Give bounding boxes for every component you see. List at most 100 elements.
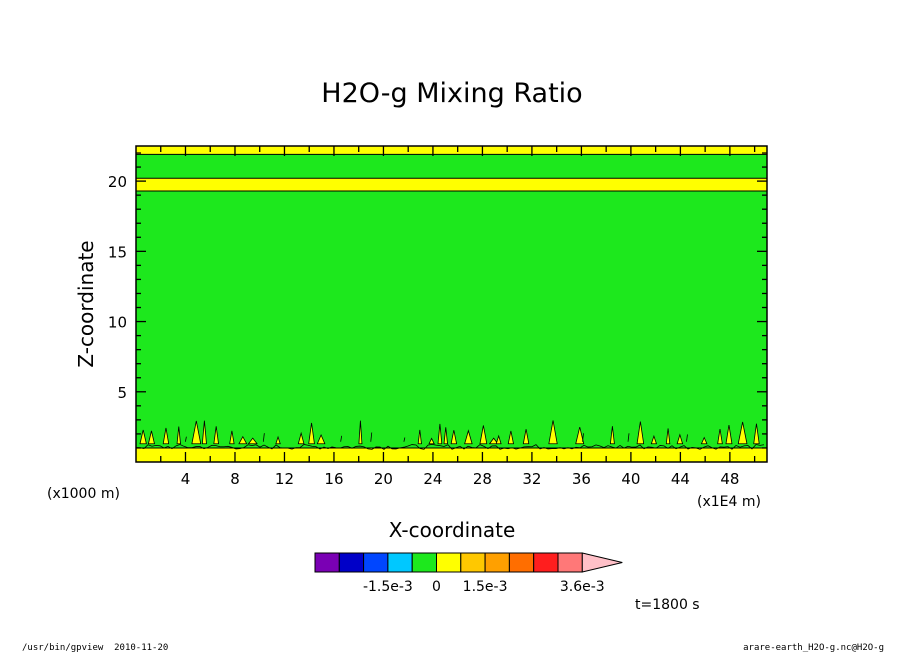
x-tick-label: 20 bbox=[374, 470, 393, 488]
contour-blob bbox=[238, 435, 248, 445]
contour-blob bbox=[247, 437, 258, 445]
colorbar-cell bbox=[314, 552, 340, 573]
y-tick-labels: 5 10 15 20 bbox=[108, 173, 127, 402]
contour-blob bbox=[428, 437, 435, 445]
contour-blob bbox=[479, 425, 488, 445]
near-surface-contours bbox=[135, 420, 765, 450]
x-tick-label: 40 bbox=[621, 470, 640, 488]
colorbar-labels: -1.5e-3 0 1.5e-3 3.6e-3 bbox=[363, 579, 605, 595]
contour-blob bbox=[717, 428, 723, 445]
contour-blob bbox=[417, 429, 422, 445]
contour-band bbox=[136, 447, 767, 462]
contour-blob bbox=[753, 423, 760, 445]
x-tick-label: 44 bbox=[671, 470, 690, 488]
x-tick-label: 32 bbox=[522, 470, 541, 488]
contour-blob bbox=[162, 427, 170, 445]
contour-blob bbox=[297, 431, 305, 445]
contour-blob bbox=[676, 433, 684, 445]
contour-blob bbox=[358, 420, 363, 445]
contour-blob bbox=[665, 428, 671, 445]
contour-blob bbox=[191, 420, 202, 445]
contour-blob bbox=[488, 437, 499, 445]
footer-left: /usr/bin/gpview 2010-11-20 bbox=[22, 643, 169, 653]
colorbar-cell bbox=[338, 552, 365, 573]
colorbar-cell bbox=[387, 552, 413, 573]
contour-fragment bbox=[340, 435, 343, 442]
contour-fragment bbox=[627, 433, 630, 442]
contour-blob bbox=[700, 436, 708, 445]
chart-title: H2O-g Mixing Ratio bbox=[321, 78, 582, 109]
contour-blob bbox=[316, 433, 326, 445]
contour-blob bbox=[737, 421, 748, 445]
contour-blob bbox=[495, 434, 502, 445]
y-tick-label: 5 bbox=[117, 384, 127, 402]
x-unit-right: (x1E4 m) bbox=[697, 494, 761, 510]
contour-blob bbox=[176, 426, 181, 445]
plot-frame bbox=[135, 145, 768, 463]
contour-blob bbox=[450, 430, 458, 445]
y-tick-label: 20 bbox=[108, 173, 127, 191]
contour-band bbox=[136, 178, 767, 191]
x-tick-label: 8 bbox=[230, 470, 240, 488]
contour-blob bbox=[229, 430, 235, 445]
colorbar-cell bbox=[533, 552, 559, 573]
contour-fragment bbox=[184, 436, 187, 442]
contour-blob bbox=[636, 421, 645, 445]
contour-blob bbox=[548, 420, 558, 445]
contour-blob bbox=[650, 434, 657, 445]
contour-blob bbox=[522, 429, 530, 445]
contour-fragment bbox=[262, 433, 265, 442]
colorbar-cell bbox=[436, 552, 462, 573]
colorbar-label: -1.5e-3 bbox=[363, 579, 413, 595]
x-tick-label: 28 bbox=[473, 470, 492, 488]
x-tick-labels: 4 8 12 16 20 24 28 32 36 40 44 48 bbox=[181, 470, 740, 488]
colorbar-label: 0 bbox=[432, 579, 441, 595]
contour-blob bbox=[139, 429, 147, 445]
colorbar-cell bbox=[411, 552, 438, 573]
contour-blob bbox=[725, 425, 733, 445]
plot-area bbox=[136, 146, 767, 462]
contour-band bbox=[136, 146, 767, 155]
colorbar-cell bbox=[508, 552, 535, 573]
contour-band bbox=[136, 154, 767, 179]
contour-blob bbox=[464, 429, 473, 445]
footer-right: arare-earth_H2O-g.nc@H2O-g bbox=[743, 643, 884, 653]
colorbar-cell bbox=[557, 552, 583, 573]
contour-blob bbox=[437, 423, 443, 445]
y-tick-label: 15 bbox=[108, 243, 127, 261]
time-label: t=1800 s bbox=[635, 597, 700, 613]
contour-band bbox=[136, 190, 767, 448]
colorbar-cell bbox=[460, 552, 486, 573]
y-tick-label: 10 bbox=[108, 314, 127, 332]
colorbar-cell bbox=[484, 552, 510, 573]
colorbar bbox=[314, 552, 623, 573]
colorbar-label: 1.5e-3 bbox=[463, 579, 508, 595]
contour-blob bbox=[575, 426, 585, 445]
x-tick-label: 24 bbox=[423, 470, 442, 488]
contour-fragment bbox=[582, 433, 584, 442]
contour-fragment bbox=[403, 437, 406, 442]
x-tick-label: 48 bbox=[720, 470, 739, 488]
contour-blob bbox=[201, 420, 207, 445]
contour-blob bbox=[147, 430, 155, 445]
colorbar-arrow bbox=[581, 552, 623, 573]
contour-blob bbox=[609, 426, 615, 445]
x-axis-label: X-coordinate bbox=[389, 518, 516, 542]
x-tick-label: 12 bbox=[275, 470, 294, 488]
contour-blob bbox=[507, 430, 514, 445]
plot-border bbox=[135, 145, 768, 463]
surface-contour bbox=[135, 443, 765, 450]
contour-blob bbox=[275, 435, 281, 445]
axis-ticks bbox=[136, 146, 767, 462]
contour-blob bbox=[308, 422, 315, 445]
y-axis-label: Z-coordinate bbox=[74, 240, 98, 367]
x-tick-label: 36 bbox=[572, 470, 591, 488]
x-tick-label: 4 bbox=[181, 470, 191, 488]
colorbar-label: 3.6e-3 bbox=[560, 579, 605, 595]
contour-blob bbox=[213, 426, 219, 445]
contour-fragment bbox=[686, 434, 688, 442]
x-tick-label: 16 bbox=[324, 470, 343, 488]
contour-fragment bbox=[370, 432, 373, 442]
contour-blob bbox=[443, 427, 448, 445]
